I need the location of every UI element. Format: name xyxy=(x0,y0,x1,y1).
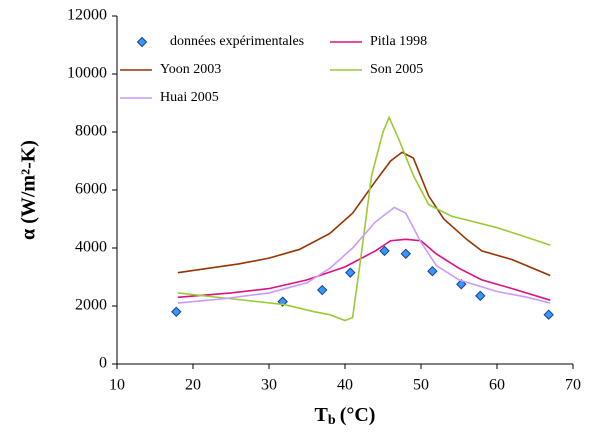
x-tick-label: 40 xyxy=(337,377,353,394)
series-line xyxy=(177,115,551,322)
series-line xyxy=(177,206,551,304)
x-title-unit: (°C) xyxy=(340,404,376,426)
y-tick-label: 8000 xyxy=(75,123,107,140)
data-point xyxy=(171,306,182,318)
series-line xyxy=(177,238,551,301)
y-axis-title: α (W/m²-K) xyxy=(18,140,40,240)
x-tick-label: 10 xyxy=(109,377,125,394)
x-axis-title: Tb (°C) xyxy=(315,404,376,429)
x-tick-label: 30 xyxy=(261,377,277,394)
x-tick-label: 70 xyxy=(565,377,581,394)
y-tick-label: 6000 xyxy=(75,181,107,198)
data-point xyxy=(345,267,356,278)
y-tick-label: 12000 xyxy=(67,7,107,24)
data-point xyxy=(379,245,390,257)
legend-label: Yoon 2003 xyxy=(160,62,221,77)
x-tick-label: 20 xyxy=(185,377,201,394)
data-point xyxy=(400,248,412,260)
series-line xyxy=(177,151,551,277)
legend-label: Pitla 1998 xyxy=(370,34,427,49)
data-point xyxy=(316,284,328,296)
y-tick-label: 2000 xyxy=(75,297,107,314)
y-tick-label: 4000 xyxy=(75,239,107,256)
x-tick-label: 60 xyxy=(489,377,505,394)
legend-marker xyxy=(136,36,148,48)
x-title-sub: b xyxy=(328,413,336,428)
legend-label: Son 2005 xyxy=(370,62,423,77)
data-point xyxy=(543,309,554,320)
y-tick-label: 10000 xyxy=(67,65,107,82)
legend-label: données expérimentales xyxy=(170,34,304,49)
legend-label: Huai 2005 xyxy=(160,90,219,105)
data-point xyxy=(475,290,486,302)
x-tick-label: 50 xyxy=(413,377,429,394)
x-title-main: T xyxy=(315,404,329,426)
data-point xyxy=(427,265,438,277)
y-tick-label: 0 xyxy=(99,355,107,372)
